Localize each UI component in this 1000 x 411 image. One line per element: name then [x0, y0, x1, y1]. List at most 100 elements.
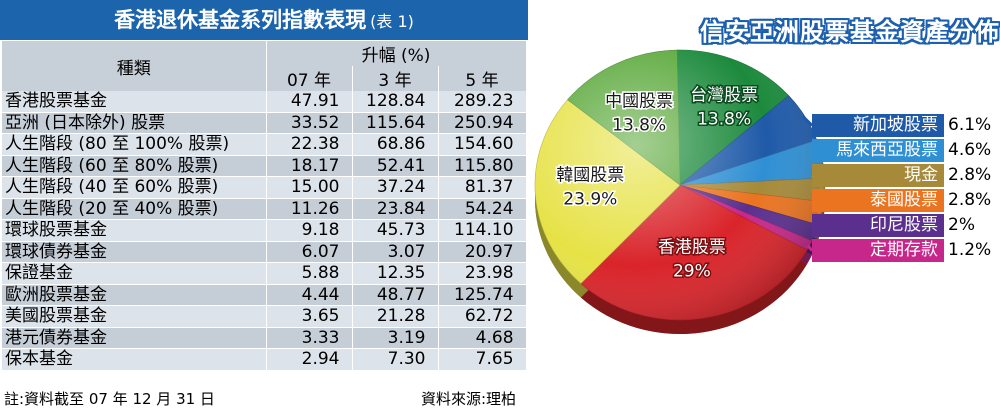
row-5y: 154.60 [438, 133, 527, 156]
legend-leader-line [806, 244, 814, 252]
row-3y: 23.84 [352, 198, 439, 220]
slice-label: 中國股票 [605, 92, 673, 112]
legend-leader-line [801, 115, 814, 127]
row-5y: 115.80 [438, 155, 527, 177]
legend-label: 印尼股票 [870, 215, 938, 235]
row-name: 人生階段 (40 至 60% 股票) [2, 176, 267, 199]
row-3y: 115.64 [352, 112, 439, 134]
row-5y: 62.72 [438, 305, 527, 328]
row-name: 保本基金 [2, 348, 267, 371]
legend-value: 1.2% [944, 239, 1000, 262]
slice-value-label: 29% [673, 261, 711, 281]
table-footer: 註:資料截至 07 年 12 月 31 日 資料來源:理柏 [2, 388, 526, 410]
row-5y: 23.98 [438, 262, 527, 285]
table-row: 保本基金 2.94 7.30 7.65 [2, 348, 527, 371]
row-name: 保證基金 [2, 262, 267, 285]
row-5y: 114.10 [438, 219, 527, 242]
legend-label: 現金 [904, 165, 938, 185]
row-name: 人生階段 (80 至 100% 股票) [2, 133, 267, 156]
row-5y: 250.94 [438, 112, 527, 134]
row-07: 4.44 [266, 284, 353, 306]
slice-label: 台灣股票 [690, 85, 758, 105]
row-3y: 45.73 [352, 219, 439, 242]
row-name: 歐洲股票基金 [2, 284, 267, 306]
row-name: 人生階段 (20 至 40% 股票) [2, 198, 267, 220]
row-07: 6.07 [266, 241, 353, 263]
legend-value: 6.1% [944, 114, 1000, 137]
row-5y: 4.68 [438, 327, 527, 349]
row-3y: 7.30 [352, 348, 439, 371]
table-title-text: 香港退休基金系列指數表現 [114, 8, 367, 32]
slice-value-label: 13.8% [612, 116, 666, 136]
row-07: 18.17 [266, 155, 353, 177]
table-row: 港元債券基金 3.33 3.19 4.68 [2, 327, 527, 349]
table-row: 人生階段 (80 至 100% 股票) 22.38 68.86 154.60 [2, 133, 527, 156]
table-title-note: (表 1) [370, 12, 414, 31]
row-07: 3.33 [266, 327, 353, 349]
row-5y: 20.97 [438, 241, 527, 263]
legend-item: 定期存款 1.2% [812, 239, 1000, 262]
row-name: 香港股票基金 [2, 91, 267, 113]
row-07: 9.18 [266, 219, 353, 242]
row-name: 港元債券基金 [2, 327, 267, 349]
row-07: 3.65 [266, 305, 353, 328]
header-07: 07 年 [266, 66, 353, 91]
legend-item: 馬來西亞股票 4.6% [812, 139, 1000, 162]
row-name: 亞洲 (日本除外) 股票 [2, 112, 267, 134]
row-3y: 21.28 [352, 305, 439, 328]
header-category: 種類 [2, 41, 267, 91]
row-name: 環球債券基金 [2, 241, 267, 263]
legend-label: 泰國股票 [870, 190, 938, 210]
row-07: 5.88 [266, 262, 353, 285]
legend-item: 現金 2.8% [812, 164, 1000, 187]
table-body: 香港股票基金 47.91 128.84 289.23 亞洲 (日本除外) 股票 33.52… [2, 91, 527, 371]
legend-item: 印尼股票 2% [812, 214, 1000, 237]
table-row: 美國股票基金 3.65 21.28 62.72 [2, 305, 527, 328]
legend-item: 新加坡股票 6.1% [812, 114, 1000, 137]
legend-label: 定期存款 [870, 240, 938, 260]
header-change: 升幅 (%) [266, 41, 527, 66]
legend-label: 馬來西亞股票 [836, 140, 938, 160]
row-3y: 48.77 [352, 284, 439, 306]
table-row: 環球債券基金 6.07 3.07 20.97 [2, 241, 527, 263]
row-5y: 54.24 [438, 198, 527, 220]
row-07: 11.26 [266, 198, 353, 220]
legend-item: 泰國股票 2.8% [812, 189, 1000, 212]
legend-value: 4.6% [944, 139, 1000, 162]
footer-source: 資料來源:理柏 [420, 390, 516, 408]
row-3y: 12.35 [352, 262, 439, 285]
row-5y: 125.74 [438, 284, 527, 306]
slice-value-label: 23.9% [563, 190, 617, 210]
table-title: 香港退休基金系列指數表現 (表 1) [0, 0, 528, 40]
legend-value: 2.8% [944, 189, 1000, 212]
row-07: 22.38 [266, 133, 353, 156]
table-row: 亞洲 (日本除外) 股票 33.52 115.64 250.94 [2, 112, 527, 134]
row-name: 人生階段 (60 至 80% 股票) [2, 155, 267, 177]
row-07: 15.00 [266, 176, 353, 199]
header-5y: 5 年 [438, 66, 527, 91]
legend-value: 2% [944, 214, 1000, 237]
slice-label: 香港股票 [658, 237, 726, 257]
slice-label: 韓國股票 [556, 166, 624, 186]
legend-value: 2.8% [944, 164, 1000, 187]
row-3y: 3.07 [352, 241, 439, 263]
row-name: 美國股票基金 [2, 305, 267, 328]
table-row: 人生階段 (20 至 40% 股票) 11.26 23.84 54.24 [2, 198, 527, 220]
row-07: 2.94 [266, 348, 353, 371]
row-name: 環球股票基金 [2, 219, 267, 242]
row-3y: 37.24 [352, 176, 439, 199]
row-3y: 68.86 [352, 133, 439, 156]
legend-label: 新加坡股票 [853, 115, 938, 135]
table-row: 人生階段 (40 至 60% 股票) 15.00 37.24 81.37 [2, 176, 527, 199]
table-row: 人生階段 (60 至 80% 股票) 18.17 52.41 115.80 [2, 155, 527, 177]
row-3y: 3.19 [352, 327, 439, 349]
row-5y: 7.65 [438, 348, 527, 371]
footer-note: 註:資料截至 07 年 12 月 31 日 [4, 390, 215, 408]
row-5y: 289.23 [438, 91, 527, 113]
index-performance-panel: 香港退休基金系列指數表現 (表 1) 種類 升幅 (%) 07 年 3 年 5 年… [0, 0, 528, 410]
table-row: 歐洲股票基金 4.44 48.77 125.74 [2, 284, 527, 306]
row-07: 33.52 [266, 112, 353, 134]
index-performance-table: 種類 升幅 (%) 07 年 3 年 5 年 香港股票基金 47.91 128.84… [2, 41, 527, 371]
slice-value-label: 13.8% [697, 109, 751, 129]
pie-labels-group: 香港股票 29% 韓國股票 23.9% 中國股票 13.8% 台灣股票 13.8% [555, 84, 825, 283]
